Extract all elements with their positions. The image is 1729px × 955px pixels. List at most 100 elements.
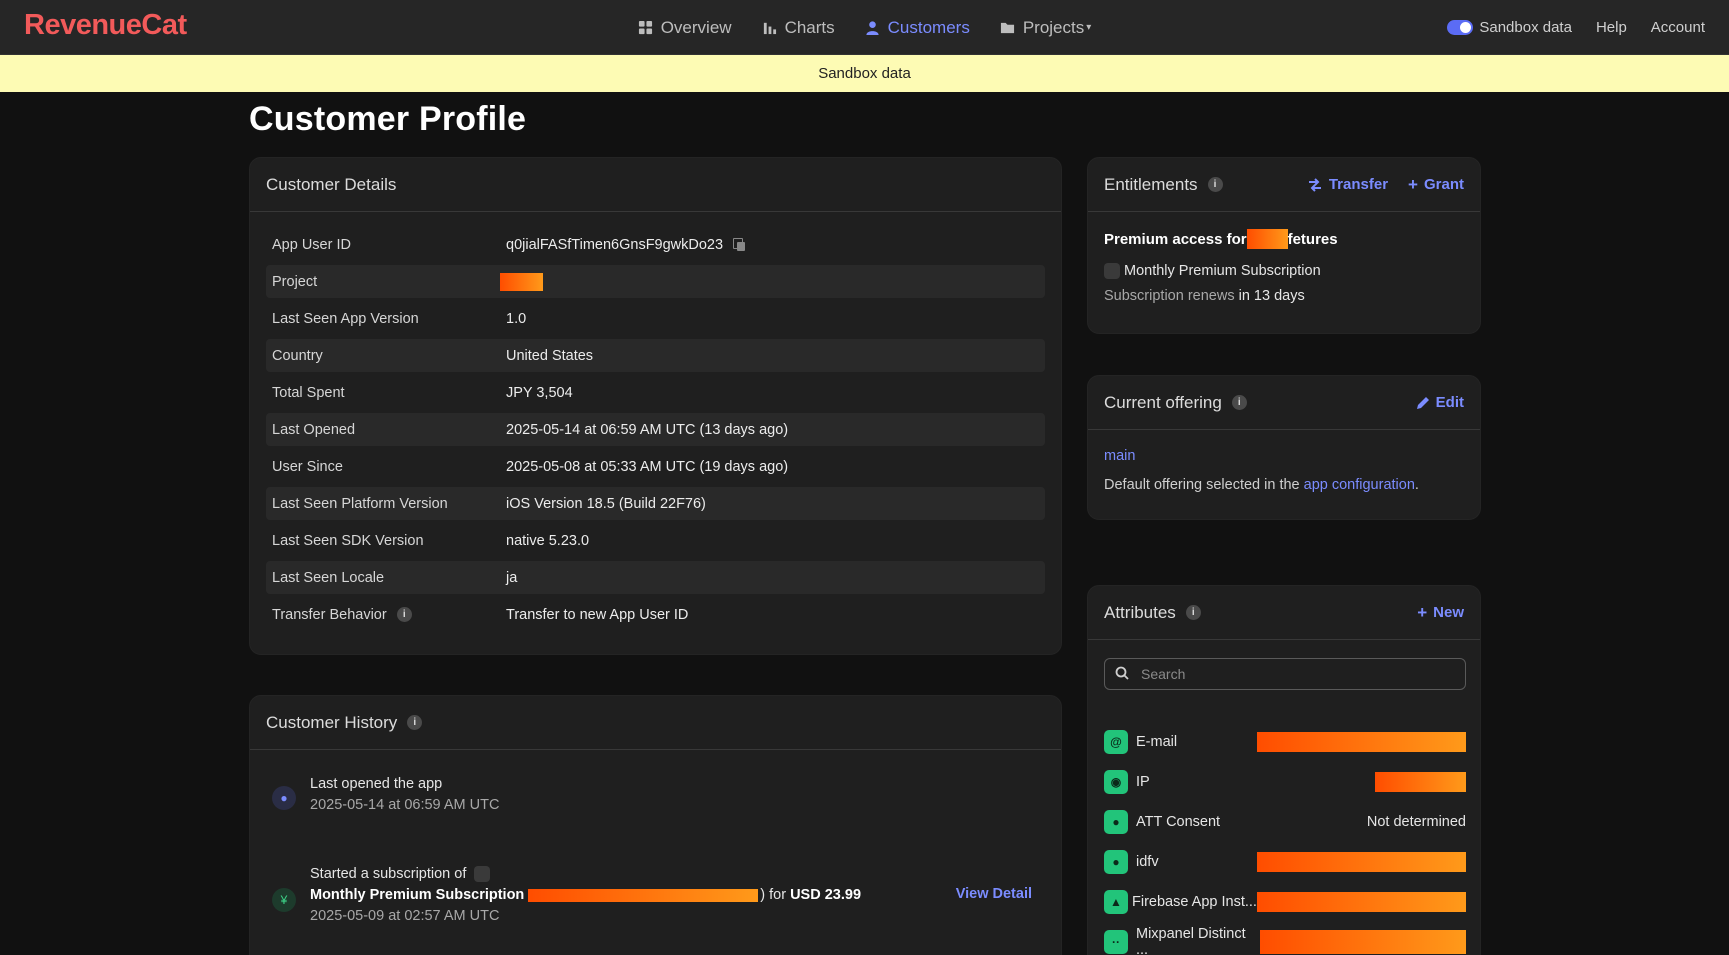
detail-value: 1.0	[506, 310, 527, 327]
detail-row-sdk-version: Last Seen SDK Version native 5.23.0	[266, 524, 1045, 557]
attributes-header: Attributes i + New	[1088, 586, 1480, 640]
history-item-last-opened: ● Last opened the app 2025-05-14 at 06:5…	[272, 776, 499, 813]
detail-key: Total Spent	[272, 384, 345, 401]
attributes-actions: + New	[1417, 603, 1464, 623]
info-icon[interactable]: i	[1231, 395, 1247, 410]
attribute-label: IP	[1136, 774, 1150, 790]
pencil-icon	[1416, 396, 1429, 409]
attribute-label: idfv	[1136, 854, 1159, 870]
transfer-icon	[1308, 177, 1321, 192]
offering-description: Default offering selected in the app con…	[1104, 477, 1464, 493]
attribute-row-mixpanel[interactable]: ·· Mixpanel Distinct ...	[1104, 926, 1466, 955]
sandbox-banner-text: Sandbox data	[818, 65, 911, 82]
detail-key: Last Opened	[272, 421, 356, 438]
revenuecat-logo[interactable]: RevenueCat	[24, 9, 187, 41]
history-amount: USD 23.99	[790, 887, 862, 903]
offering-desc-suffix: .	[1414, 477, 1419, 493]
grant-label: Grant	[1423, 176, 1464, 193]
attributes-card: Attributes i + New Search @ E-mail ◉ IP …	[1087, 585, 1481, 955]
redacted-ip	[1375, 772, 1466, 792]
nav-projects[interactable]: Projects ▾	[1000, 18, 1091, 38]
entitlement-name[interactable]: Premium access for fetures	[1104, 229, 1464, 249]
redacted-idfv	[1257, 852, 1466, 872]
offering-id-link[interactable]: main	[1104, 448, 1136, 464]
history-subscription-line: Monthly Premium Subscription ) for USD 2…	[310, 887, 1042, 903]
detail-key: Last Seen Platform Version	[272, 495, 448, 512]
folder-icon	[1000, 22, 1014, 34]
search-icon	[1115, 666, 1129, 680]
info-icon[interactable]: i	[1185, 605, 1201, 620]
offering-actions: Edit	[1416, 394, 1464, 411]
history-item-time: 2025-05-09 at 02:57 AM UTC	[310, 908, 500, 924]
entitlements-header: Entitlements i Transfer + Grant	[1088, 158, 1480, 212]
detail-key: Last Seen Locale	[272, 569, 385, 586]
entitlement-name-prefix: Premium access for	[1104, 230, 1247, 248]
detail-row-total-spent: Total Spent JPY 3,504	[266, 376, 1045, 409]
detail-key: Project	[272, 273, 318, 290]
bar-chart-icon	[763, 22, 776, 35]
nav-customers[interactable]: Customers	[865, 18, 970, 38]
detail-value	[500, 272, 543, 291]
person-icon	[866, 21, 879, 35]
attribute-row-att-consent[interactable]: ● ATT Consent Not determined	[1104, 809, 1466, 835]
copy-icon[interactable]	[733, 238, 746, 251]
entitlements-title: Entitlements	[1104, 174, 1198, 194]
apple-icon	[1104, 263, 1120, 279]
apple-icon	[474, 866, 491, 882]
attribute-row-idfv[interactable]: ● idfv	[1104, 849, 1466, 875]
current-offering-header: Current offering i Edit	[1088, 376, 1480, 430]
customer-history-card: Customer History i ● Last opened the app…	[249, 695, 1062, 955]
customer-details-list: App User ID q0jialFASfTimen6GnsF9gwkDo23…	[250, 212, 1061, 631]
sandbox-toggle[interactable]: Sandbox data	[1447, 19, 1572, 36]
attribute-label: Mixpanel Distinct ...	[1136, 926, 1246, 955]
attribute-label: Firebase App Inst...	[1132, 894, 1257, 910]
offering-body: main Default offering selected in the ap…	[1088, 430, 1480, 493]
info-icon[interactable]: i	[1207, 177, 1223, 192]
detail-value: JPY 3,504	[506, 384, 573, 401]
detail-key: App User ID	[272, 236, 351, 253]
sandbox-banner: Sandbox data	[0, 55, 1729, 92]
detail-key: User Since	[272, 458, 343, 475]
app-configuration-link[interactable]: app configuration	[1303, 477, 1415, 493]
detail-key: Transfer Behavior i	[266, 607, 506, 623]
redacted-transaction	[528, 888, 759, 902]
entitlements-card: Entitlements i Transfer + Grant Premium …	[1087, 157, 1481, 334]
attribute-row-firebase[interactable]: ▲ Firebase App Inst...	[1104, 889, 1466, 915]
history-item-time: 2025-05-14 at 06:59 AM UTC	[310, 797, 500, 813]
mixpanel-icon: ··	[1104, 930, 1128, 954]
account-link[interactable]: Account	[1650, 19, 1705, 36]
nav-overview[interactable]: Overview	[638, 18, 732, 38]
detail-value: q0jialFASfTimen6GnsF9gwkDo23	[506, 236, 746, 253]
new-attribute-button[interactable]: + New	[1417, 603, 1464, 623]
apple-icon: ●	[1104, 850, 1128, 874]
history-item-subscription: ¥ Started a subscription of Monthly Prem…	[272, 866, 1042, 924]
detail-value: ja	[506, 569, 518, 586]
redacted-mixpanel	[1259, 930, 1466, 954]
detail-value: iOS Version 18.5 (Build 22F76)	[506, 495, 706, 512]
attribute-row-email[interactable]: @ E-mail	[1104, 729, 1466, 755]
detail-row-project: Project	[266, 265, 1045, 298]
detail-row-locale: Last Seen Locale ja	[266, 561, 1045, 594]
attribute-search-input[interactable]: Search	[1104, 658, 1466, 690]
info-icon[interactable]: i	[407, 715, 423, 730]
search-placeholder: Search	[1141, 666, 1186, 682]
help-link[interactable]: Help	[1595, 19, 1627, 36]
globe-icon: ◉	[1104, 770, 1128, 794]
page-title: Customer Profile	[249, 100, 527, 138]
plus-icon: +	[1417, 602, 1428, 622]
nav-overview-label: Overview	[660, 17, 732, 37]
view-detail-link[interactable]: View Detail	[955, 886, 1032, 902]
attribute-row-ip[interactable]: ◉ IP	[1104, 769, 1466, 795]
attribute-label: ATT Consent	[1136, 814, 1221, 830]
customer-history-header: Customer History i	[250, 696, 1061, 750]
edit-offering-button[interactable]: Edit	[1416, 394, 1464, 411]
detail-key: Last Seen SDK Version	[272, 532, 424, 549]
toggle-switch[interactable]	[1447, 20, 1474, 35]
app-user-id-value[interactable]: q0jialFASfTimen6GnsF9gwkDo23	[506, 236, 724, 253]
nav-charts[interactable]: Charts	[762, 18, 835, 38]
transfer-button[interactable]: Transfer	[1307, 175, 1388, 195]
info-icon[interactable]: i	[396, 607, 412, 622]
grant-button[interactable]: + Grant	[1408, 175, 1464, 195]
chevron-down-icon: ▾	[1086, 22, 1092, 33]
person-icon: ●	[272, 786, 296, 810]
